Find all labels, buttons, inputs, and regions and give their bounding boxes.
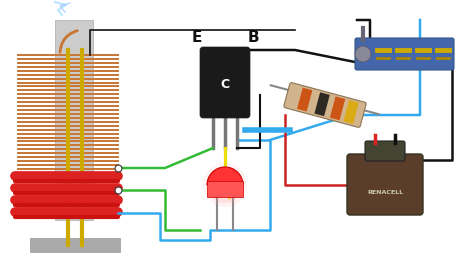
Circle shape xyxy=(207,167,243,203)
Bar xyxy=(207,181,243,197)
Bar xyxy=(314,92,330,116)
Text: B: B xyxy=(247,31,259,45)
FancyBboxPatch shape xyxy=(200,47,250,118)
Circle shape xyxy=(355,46,371,62)
FancyBboxPatch shape xyxy=(347,154,423,215)
Bar xyxy=(30,238,120,252)
Bar xyxy=(55,20,93,220)
Text: C: C xyxy=(220,78,229,92)
Circle shape xyxy=(203,163,247,207)
FancyBboxPatch shape xyxy=(365,141,405,161)
FancyBboxPatch shape xyxy=(284,83,366,127)
Text: E: E xyxy=(192,31,202,45)
FancyBboxPatch shape xyxy=(355,38,454,70)
Bar xyxy=(297,88,312,111)
Bar xyxy=(330,97,345,120)
Text: RENACELL: RENACELL xyxy=(367,190,403,196)
Bar xyxy=(343,100,359,124)
Wedge shape xyxy=(207,167,243,185)
